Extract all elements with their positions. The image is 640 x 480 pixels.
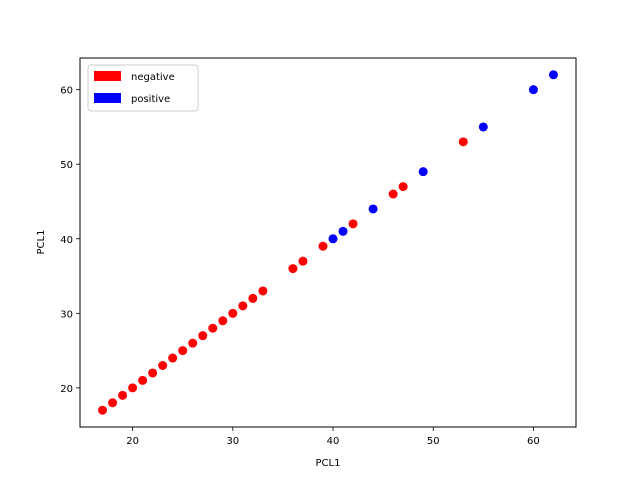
legend-label-positive: positive: [131, 94, 170, 105]
y-tick-label: 50: [60, 160, 73, 171]
data-points: [98, 70, 558, 415]
data-point-negative: [128, 383, 138, 393]
data-point-positive: [328, 234, 338, 244]
data-point-negative: [138, 375, 148, 385]
data-point-positive: [528, 85, 538, 95]
data-point-negative: [218, 316, 228, 326]
y-axis-label: PCL1: [36, 230, 47, 255]
x-tick-label: 30: [226, 436, 239, 447]
x-axis-ticks: 20 30 40 50 60: [126, 427, 540, 447]
data-point-negative: [228, 308, 238, 318]
x-tick-label: 50: [427, 436, 440, 447]
y-tick-label: 30: [60, 309, 73, 320]
data-point-negative: [288, 264, 298, 274]
data-point-positive: [478, 122, 488, 132]
data-point-positive: [338, 226, 348, 236]
x-axis-label: PCL1: [316, 458, 341, 469]
data-point-negative: [198, 331, 208, 341]
legend-label-negative: negative: [131, 72, 175, 83]
data-point-negative: [258, 286, 268, 296]
y-tick-label: 60: [60, 86, 73, 97]
data-point-negative: [178, 346, 188, 356]
data-point-negative: [98, 405, 108, 415]
x-tick-label: 20: [126, 436, 139, 447]
y-axis-ticks: 20 30 40 50 60: [60, 86, 80, 395]
data-point-negative: [238, 301, 248, 311]
x-tick-label: 40: [327, 436, 340, 447]
legend-swatch-positive: [94, 93, 121, 103]
data-point-negative: [318, 241, 328, 251]
y-tick-label: 40: [60, 235, 73, 246]
data-point-negative: [148, 368, 158, 378]
data-point-negative: [248, 293, 258, 303]
data-point-positive: [548, 70, 558, 80]
data-point-negative: [118, 390, 128, 400]
x-tick-label: 60: [527, 436, 540, 447]
data-point-positive: [368, 204, 378, 214]
data-point-negative: [298, 256, 308, 266]
data-point-negative: [348, 219, 358, 229]
data-point-negative: [168, 353, 178, 363]
data-point-negative: [208, 323, 218, 333]
legend: negative positive: [87, 64, 199, 112]
data-point-negative: [398, 182, 408, 192]
data-point-negative: [158, 361, 168, 370]
data-point-negative: [188, 338, 198, 348]
data-point-negative: [388, 189, 398, 199]
legend-swatch-negative: [94, 71, 121, 81]
data-point-negative: [108, 398, 118, 408]
plot-area-frame: [79, 57, 577, 428]
data-point-positive: [418, 167, 428, 177]
y-tick-label: 20: [60, 384, 73, 395]
data-point-negative: [458, 137, 468, 147]
